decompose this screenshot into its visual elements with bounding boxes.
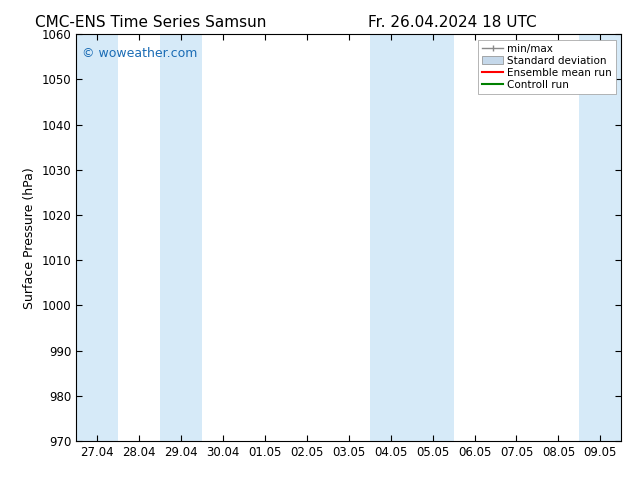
Bar — [579, 34, 621, 441]
Y-axis label: Surface Pressure (hPa): Surface Pressure (hPa) — [23, 167, 36, 309]
Text: Fr. 26.04.2024 18 UTC: Fr. 26.04.2024 18 UTC — [368, 15, 536, 30]
Bar — [160, 34, 202, 441]
Bar — [76, 34, 118, 441]
Bar — [370, 34, 453, 441]
Text: © woweather.com: © woweather.com — [82, 47, 197, 59]
Legend: min/max, Standard deviation, Ensemble mean run, Controll run: min/max, Standard deviation, Ensemble me… — [478, 40, 616, 94]
Text: CMC-ENS Time Series Samsun: CMC-ENS Time Series Samsun — [35, 15, 266, 30]
